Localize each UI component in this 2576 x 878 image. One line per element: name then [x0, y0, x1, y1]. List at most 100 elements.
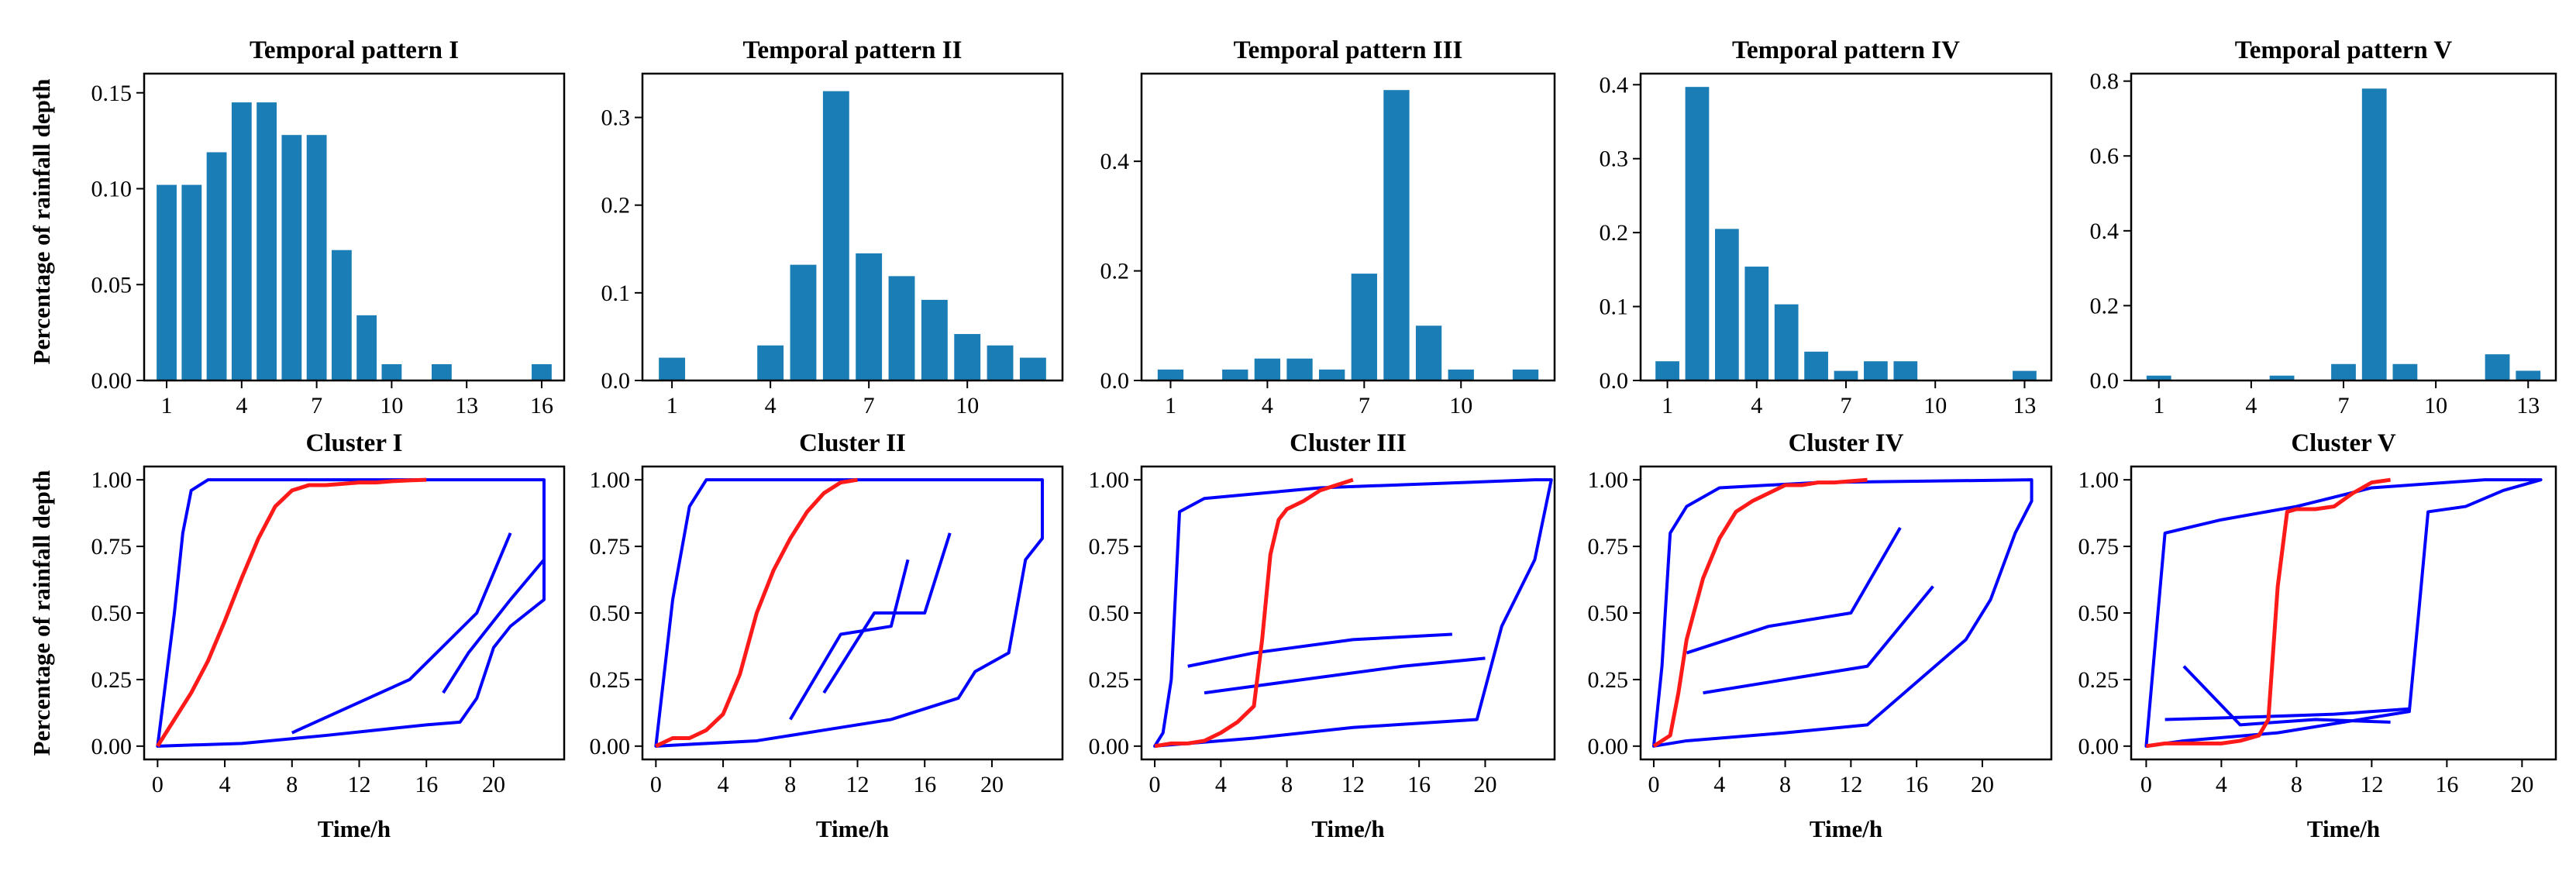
y-tick-label: 0.2 — [1100, 259, 1130, 284]
y-tick-label: 0.0 — [1600, 368, 1629, 394]
y-tick-label: 1.00 — [2078, 467, 2120, 493]
y-tick-label: 0.0 — [1100, 368, 1130, 394]
curves — [1651, 477, 2034, 748]
bar — [757, 345, 784, 380]
bar — [2269, 375, 2295, 380]
x-tick-label: 0 — [650, 772, 662, 797]
bar — [921, 299, 948, 380]
x-tick-label: 12 — [348, 772, 371, 797]
axes-frame — [1140, 465, 1556, 761]
event-curve-series — [1153, 478, 1553, 748]
y-tick-label: 0.00 — [91, 734, 133, 759]
bar — [1715, 229, 1739, 380]
y-tick-label: 0.50 — [590, 601, 631, 626]
y-tick-label: 0.15 — [91, 81, 133, 106]
y-tick-label: 0.25 — [91, 667, 133, 693]
subplot-1: Temporal pattern I 1 4 7 10 13 16 0.00 0.05 0.10 0… — [91, 36, 566, 418]
bar — [2392, 363, 2418, 380]
event-curve-series — [2164, 707, 2410, 721]
x-tick-label: 13 — [2516, 393, 2540, 418]
x-axis-label: Time/h — [2307, 815, 2380, 842]
bar — [1319, 369, 1345, 380]
x-tick-label: 4 — [1215, 772, 1227, 797]
y-tick-label: 0.2 — [601, 193, 631, 219]
plots: Temporal pattern I1 4 7 10 13 160.000.050.100… — [91, 36, 2557, 842]
x-tick-label: 7 — [311, 393, 322, 418]
mean-curve — [1652, 477, 1868, 748]
y-tick-label: 0.05 — [91, 272, 133, 298]
bar — [1222, 369, 1248, 380]
bar — [790, 264, 817, 380]
curves — [1153, 477, 1553, 749]
x-tick-label: 1 — [2153, 393, 2164, 418]
bar — [1774, 304, 1799, 380]
x-tick-label: 1 — [666, 393, 678, 418]
event-curve-series — [654, 478, 1044, 748]
bar — [1864, 361, 1888, 380]
x-tick-label: 8 — [1779, 772, 1791, 797]
bar — [432, 363, 452, 380]
subplot-2: Temporal pattern II 1 4 7 10 0.0 0.1 0.2 0.3 — [601, 36, 1064, 418]
x-tick-label: 4 — [219, 772, 231, 797]
x-tick-label: 16 — [2435, 772, 2458, 797]
row2-ylabel: Percentage of rainfall depth — [28, 470, 55, 756]
x-tick-label: 16 — [415, 772, 438, 797]
y-tick-label: 0.4 — [1100, 149, 1130, 174]
axes-frame — [2130, 465, 2557, 761]
x-tick-label: 16 — [1905, 772, 1928, 797]
subplot-title: Cluster IV — [1789, 429, 1904, 457]
y-tick-label: 0.75 — [91, 534, 133, 560]
bar — [1254, 358, 1281, 380]
bar — [2485, 354, 2510, 380]
y-tick-label: 0.0 — [601, 368, 631, 394]
event-curve-series — [442, 558, 546, 694]
x-tick-label: 8 — [2291, 772, 2302, 797]
x-tick-label: 4 — [2216, 772, 2227, 797]
y-tick-label: 0.00 — [2078, 734, 2120, 759]
axes-frame — [2130, 72, 2557, 382]
y-tick-label: 0.4 — [2090, 219, 2120, 244]
y-tick-label: 1.00 — [1089, 467, 1130, 493]
event-curve-series — [1703, 585, 1934, 695]
y-tick-label: 0.4 — [1600, 72, 1629, 98]
subplot-8: Cluster III Time/h 0 4 8 12 16 20 0.00 0.25 0.50 0.… — [1089, 429, 1556, 842]
subplot-title: Cluster II — [799, 429, 906, 457]
x-axis-label: Time/h — [1311, 815, 1384, 842]
y-tick-label: 0.2 — [1600, 220, 1629, 246]
x-tick-label: 8 — [286, 772, 298, 797]
bar — [181, 184, 202, 380]
subplot-title: Temporal pattern I — [250, 36, 459, 64]
bar — [987, 345, 1014, 380]
mean-curve — [655, 477, 858, 749]
x-tick-label: 7 — [2338, 393, 2350, 418]
x-tick-label: 20 — [482, 772, 505, 797]
x-tick-label: 10 — [380, 393, 403, 418]
subplot-title: Temporal pattern IV — [1732, 36, 1960, 64]
x-tick-label: 12 — [1341, 772, 1365, 797]
subplot-7: Cluster II Time/h 0 4 8 12 16 20 0.00 0.25 0.50 0.7… — [590, 429, 1064, 842]
event-curve-series — [156, 478, 546, 748]
bar — [1834, 370, 1858, 380]
y-tick-label: 1.00 — [1588, 467, 1629, 493]
subplot-title: Cluster V — [2291, 429, 2396, 457]
bar — [532, 363, 552, 380]
curves — [156, 477, 546, 748]
y-tick-label: 0.3 — [1600, 146, 1629, 172]
bar — [281, 135, 302, 380]
x-tick-label: 0 — [2140, 772, 2152, 797]
axes-frame — [143, 72, 566, 382]
x-tick-label: 4 — [1713, 772, 1725, 797]
bar — [331, 250, 352, 380]
subplot-title: Cluster I — [306, 429, 403, 457]
y-tick-label: 0.50 — [2078, 601, 2120, 626]
x-tick-label: 4 — [1262, 393, 1273, 418]
bar — [1448, 369, 1474, 380]
x-tick-label: 7 — [1841, 393, 1852, 418]
curves — [654, 477, 1044, 749]
y-tick-label: 0.8 — [2090, 69, 2120, 95]
event-curve-series — [822, 532, 952, 694]
subplot-10: Cluster V Time/h 0 4 8 12 16 20 0.00 0.25 0.50 0.75… — [2078, 429, 2557, 842]
bar — [1655, 361, 1679, 380]
x-tick-label: 8 — [1281, 772, 1293, 797]
